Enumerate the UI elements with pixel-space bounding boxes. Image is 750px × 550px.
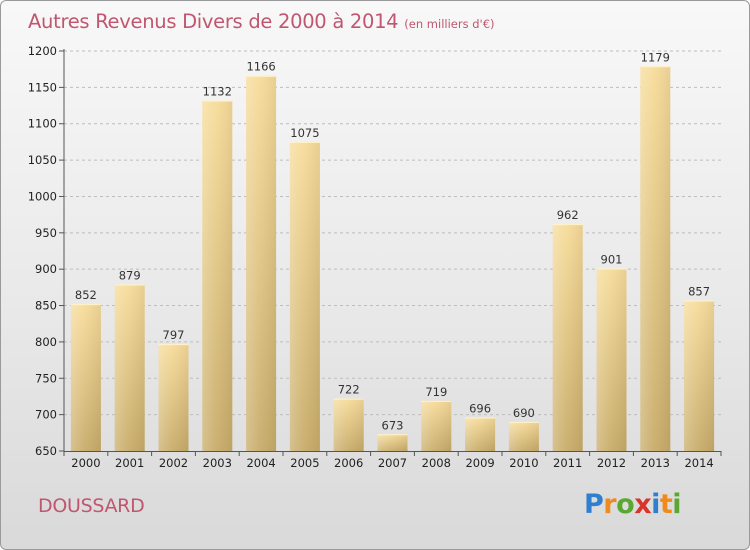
logo-letter: i xyxy=(672,489,682,520)
x-tick-label: 2006 xyxy=(334,456,363,470)
x-tick-label: 2009 xyxy=(465,456,494,470)
x-tick-label: 2001 xyxy=(115,456,144,470)
x-tick-label: 2000 xyxy=(71,456,100,470)
data-label: 722 xyxy=(338,383,360,397)
bar-highlight xyxy=(333,398,364,451)
y-tick-label: 800 xyxy=(35,335,57,349)
y-tick-label: 850 xyxy=(35,299,57,313)
data-label: 852 xyxy=(75,288,97,302)
y-tick-label: 700 xyxy=(35,408,57,422)
y-tick-label: 900 xyxy=(35,262,57,276)
logo-letter: i xyxy=(651,489,660,520)
y-tick-label: 1100 xyxy=(28,117,57,131)
bar-highlight xyxy=(684,300,715,451)
x-tick-label: 2004 xyxy=(246,456,275,470)
bar-highlight xyxy=(508,421,539,451)
logo-letter: r xyxy=(603,489,617,520)
bar-highlight xyxy=(289,141,320,451)
x-tick-label: 2002 xyxy=(159,456,188,470)
logo-letter: t xyxy=(659,489,673,520)
labels: 650 700 750 800 850 900 950 1000 1050 1100 1150 120… xyxy=(28,44,714,470)
bar-highlight xyxy=(114,284,145,451)
data-label: 673 xyxy=(382,418,404,432)
data-label: 719 xyxy=(425,385,447,399)
data-label: 797 xyxy=(163,328,185,342)
data-label: 879 xyxy=(119,268,141,282)
proxiti-logo[interactable]: Proxiti xyxy=(584,489,682,520)
logo-letter: x xyxy=(634,489,652,520)
bar-highlight xyxy=(158,344,189,451)
data-label: 901 xyxy=(601,252,623,266)
data-label: 1132 xyxy=(203,84,232,98)
bar-highlight xyxy=(246,75,277,452)
bar-highlight xyxy=(552,224,583,451)
bar-highlight xyxy=(421,400,452,451)
data-label: 857 xyxy=(688,284,710,298)
logo-letter: P xyxy=(584,489,604,520)
y-tick-label: 1050 xyxy=(28,153,57,167)
bars xyxy=(70,66,715,452)
logo-letter: o xyxy=(616,489,635,520)
y-tick-label: 950 xyxy=(35,226,57,240)
bar-highlight xyxy=(640,66,671,451)
x-tick-label: 2010 xyxy=(509,456,538,470)
y-tick-label: 1150 xyxy=(28,80,57,94)
axes xyxy=(59,49,722,456)
bar-highlight xyxy=(202,100,233,452)
data-label: 1179 xyxy=(641,50,670,64)
bar-highlight xyxy=(596,268,627,451)
x-tick-label: 2013 xyxy=(641,456,670,470)
x-tick-label: 2008 xyxy=(422,456,451,470)
x-tick-label: 2014 xyxy=(684,456,713,470)
commune-name: DOUSSARD xyxy=(38,495,145,517)
chart-unit: (en milliers d'€) xyxy=(404,17,495,31)
x-tick-label: 2011 xyxy=(553,456,582,470)
chart-title: Autres Revenus Divers de 2000 à 2014 xyxy=(28,10,399,33)
x-tick-label: 2005 xyxy=(290,456,319,470)
x-tick-label: 2012 xyxy=(597,456,626,470)
bar-highlight xyxy=(377,434,408,451)
y-tick-label: 1000 xyxy=(28,189,57,203)
y-tick-label: 650 xyxy=(35,444,57,458)
data-label: 696 xyxy=(469,402,491,416)
x-tick-label: 2003 xyxy=(203,456,232,470)
data-label: 1075 xyxy=(290,126,319,140)
bar-highlight xyxy=(465,417,496,451)
bar-highlight xyxy=(70,304,101,451)
x-tick-label: 2007 xyxy=(378,456,407,470)
data-label: 690 xyxy=(513,406,535,420)
y-tick-label: 750 xyxy=(35,371,57,385)
y-tick-label: 1200 xyxy=(28,44,57,58)
title-row: Autres Revenus Divers de 2000 à 2014 (en … xyxy=(28,10,495,33)
data-label: 962 xyxy=(557,208,579,222)
data-label: 1166 xyxy=(246,60,275,74)
